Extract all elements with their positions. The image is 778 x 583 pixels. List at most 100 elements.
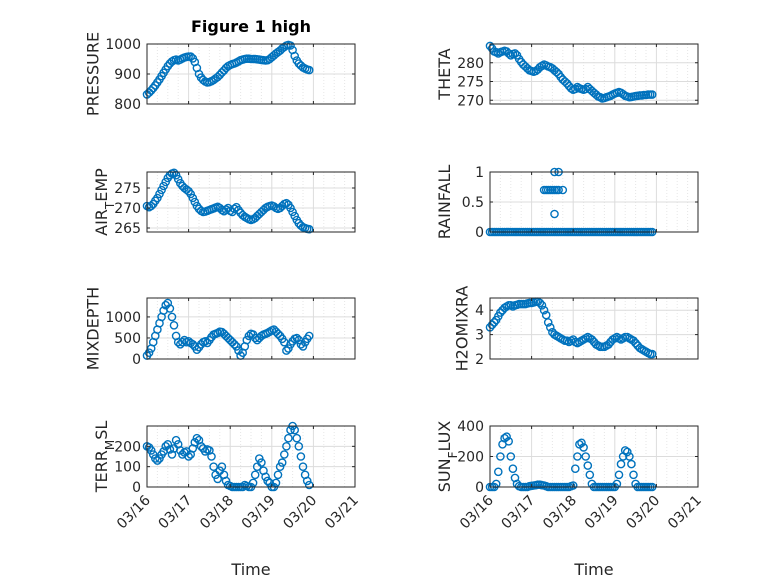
data-point (604, 340, 613, 349)
data-point (573, 452, 582, 461)
data-point (150, 454, 160, 463)
data-point (298, 462, 308, 472)
y-tick-label: 0 (475, 225, 484, 241)
data-series (485, 297, 657, 359)
data-point (171, 435, 181, 445)
data-point (296, 339, 306, 349)
data-point (284, 433, 293, 443)
data-point (165, 304, 175, 313)
data-point (581, 452, 591, 461)
data-point (279, 42, 289, 52)
data-point (614, 470, 624, 480)
data-point (190, 437, 200, 447)
data-point (178, 337, 187, 347)
data-point (200, 447, 210, 456)
data-point (200, 336, 210, 346)
data-point (213, 474, 222, 484)
data-point (620, 446, 630, 455)
data-point (623, 447, 632, 457)
y-tick-label: 280 (457, 56, 484, 72)
data-point (282, 441, 291, 451)
data-point (153, 456, 162, 465)
data-point (186, 52, 195, 61)
data-point (175, 446, 185, 455)
data-point (242, 335, 252, 345)
data-point (496, 452, 505, 461)
data-point (587, 335, 597, 344)
data-point (146, 201, 156, 211)
data-point (566, 84, 576, 93)
data-point (496, 308, 505, 317)
data-point (273, 329, 283, 339)
data-point (290, 51, 300, 61)
data-point (508, 464, 518, 474)
data-series (142, 168, 314, 234)
data-point (157, 185, 166, 195)
data-point (625, 452, 634, 461)
data-point (286, 41, 295, 50)
data-point (192, 345, 202, 355)
y-tick-label: 0 (132, 480, 141, 496)
data-point (146, 86, 156, 95)
y-axis-label: PRESSURE (84, 32, 103, 116)
data-point (571, 464, 580, 474)
data-point (169, 320, 179, 330)
y-tick-label: 800 (114, 97, 141, 113)
axes-box (489, 43, 699, 105)
y-tick-label: 270 (457, 93, 484, 109)
data-point (294, 441, 304, 451)
y-tick-label: 500 (114, 331, 141, 347)
data-series (485, 41, 657, 103)
data-point (254, 454, 264, 463)
data-point (585, 470, 595, 480)
data-point (273, 470, 283, 480)
data-point (209, 462, 218, 472)
y-tick-label: 100 (114, 460, 141, 476)
data-point (627, 459, 636, 469)
data-point (275, 462, 285, 472)
y-tick-label: 275 (114, 181, 141, 197)
y-axis-label: H2OMIXRA (452, 286, 471, 372)
data-point (292, 433, 302, 443)
data-point (169, 168, 179, 178)
data-point (282, 346, 291, 355)
data-point (192, 433, 202, 443)
data-point (167, 312, 177, 322)
axes-box (146, 297, 356, 360)
data-point (221, 476, 231, 486)
figure-title: Figure 1 high (191, 17, 311, 36)
data-point (546, 322, 555, 332)
data-point (296, 452, 306, 461)
y-tick-label: 200 (457, 450, 484, 466)
data-point (577, 438, 586, 448)
data-point (489, 318, 499, 327)
y-tick-label: 0 (132, 352, 141, 368)
data-point (504, 436, 514, 446)
data-point (279, 450, 289, 459)
data-point (144, 348, 154, 358)
data-point (493, 467, 503, 477)
data-point (163, 439, 173, 449)
data-point (304, 224, 314, 234)
y-axis-label: RAINFALL (435, 165, 454, 240)
data-point (277, 458, 287, 467)
y-tick-label: 0.5 (462, 195, 484, 211)
y-tick-label: 0 (475, 480, 484, 496)
data-point (629, 470, 638, 480)
y-tick-label: 275 (457, 75, 484, 91)
data-point (304, 480, 314, 490)
axes-box (146, 425, 356, 488)
data-point (631, 338, 640, 348)
y-tick-label: 1000 (105, 310, 141, 326)
data-point (571, 84, 580, 94)
data-point (579, 443, 588, 452)
data-point (263, 476, 272, 486)
data-point (292, 333, 302, 343)
y-tick-label: 265 (114, 221, 141, 237)
y-tick-label: 1000 (105, 37, 141, 53)
data-point (583, 461, 593, 470)
data-point (616, 459, 626, 469)
